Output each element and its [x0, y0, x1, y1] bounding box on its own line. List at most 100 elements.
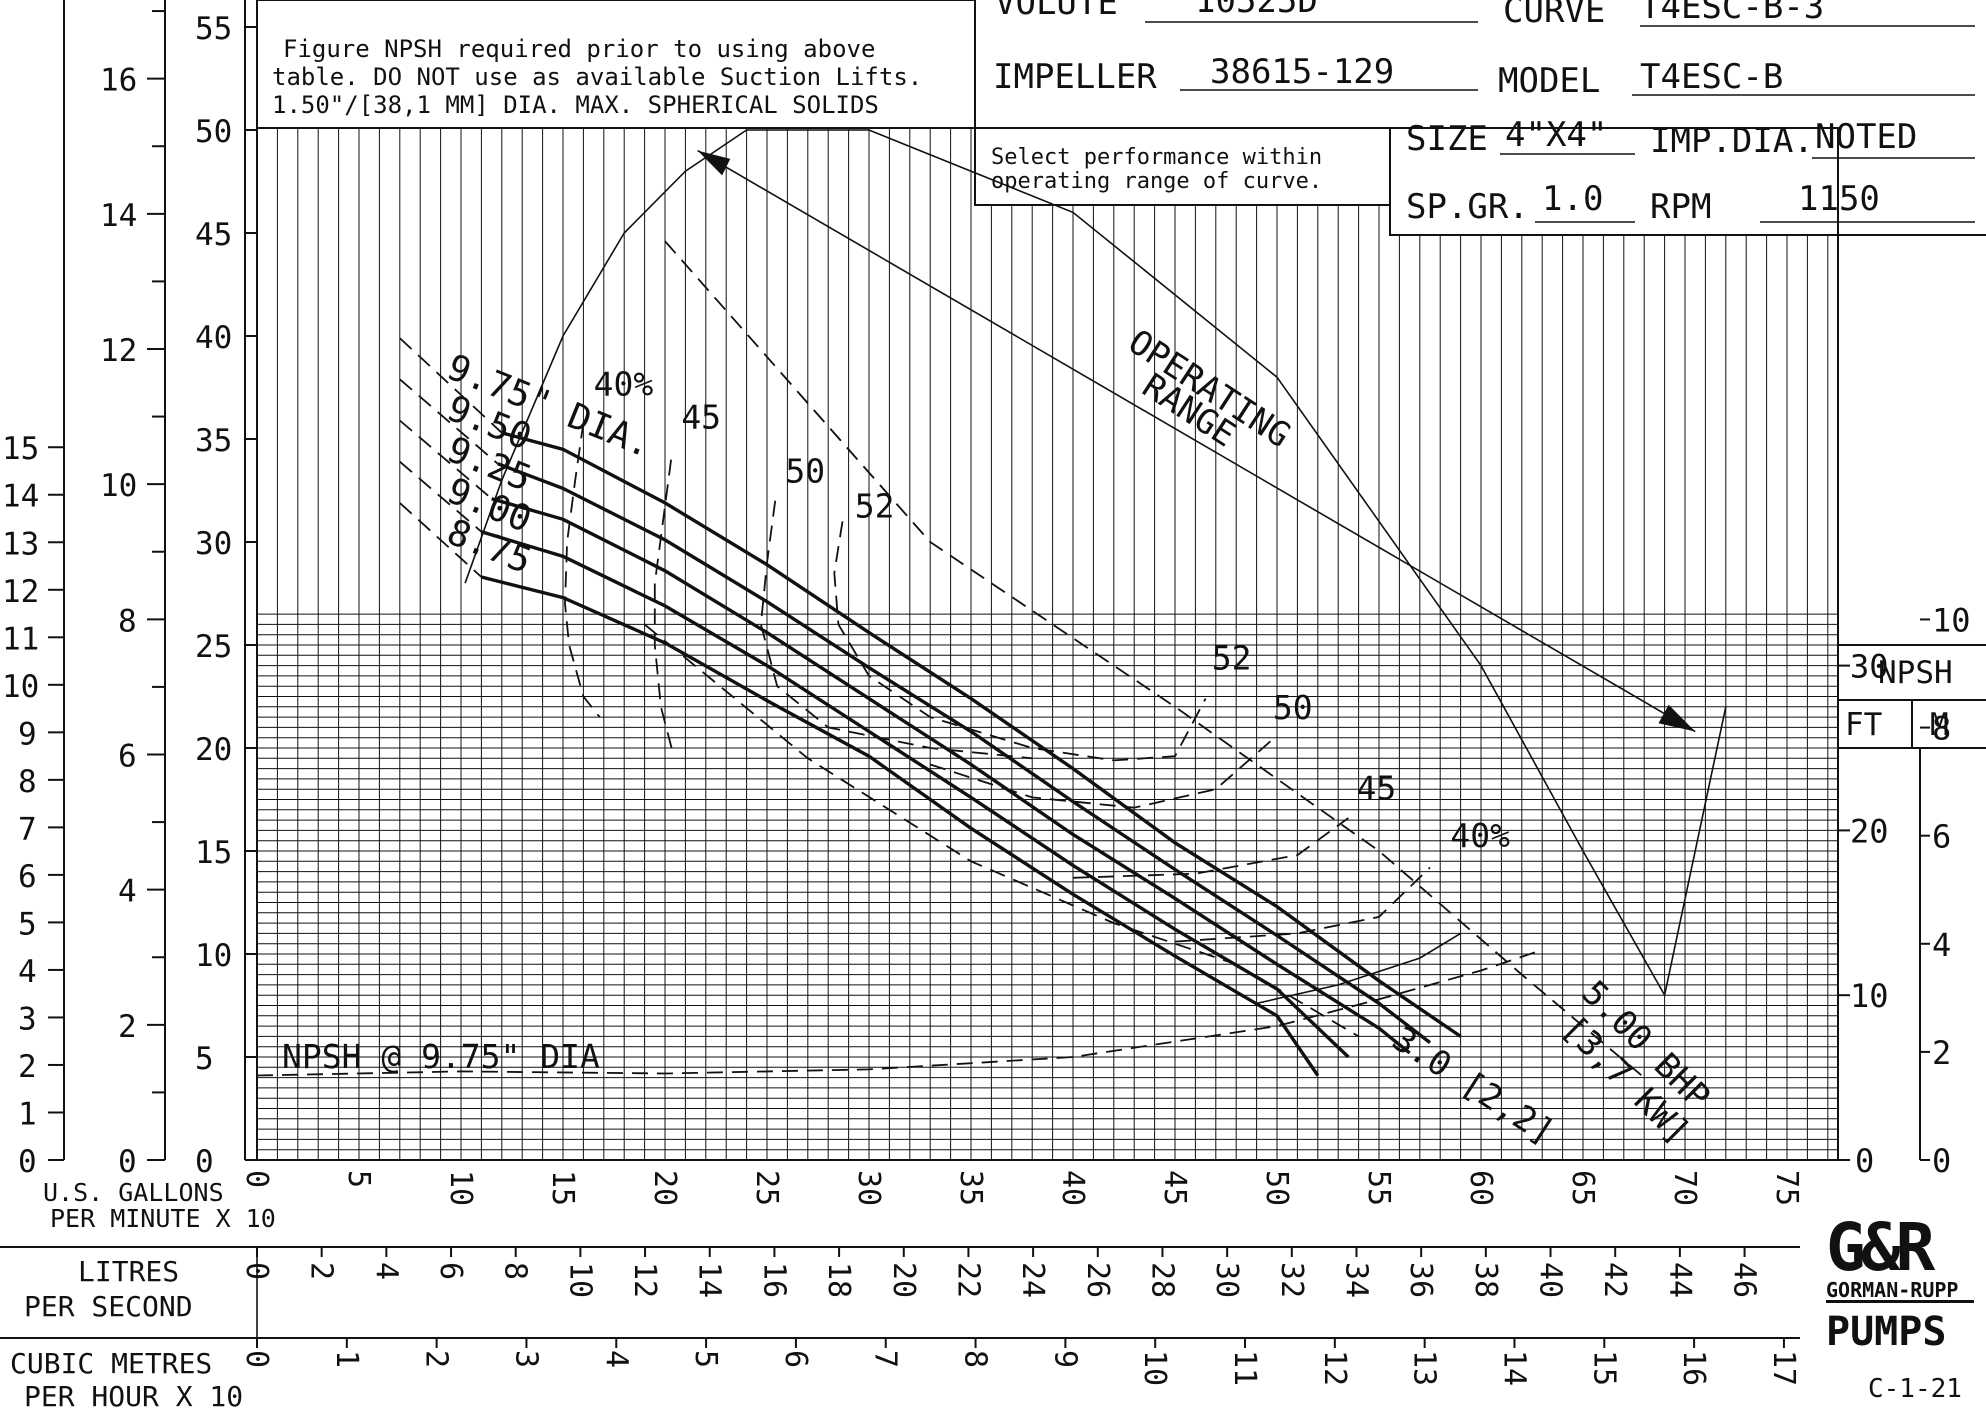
lps-tick-label: 8 [498, 1262, 533, 1280]
curve-value: T4ESC-B-3 [1640, 0, 1824, 27]
m3h-tick-label: 12 [1317, 1350, 1352, 1386]
psi-tick-label: 7 [18, 811, 37, 847]
curve-label: CURVE [1503, 0, 1605, 31]
lps-tick-label: 16 [756, 1262, 791, 1298]
npsh-m-tick-label: 0 [1932, 1142, 1951, 1180]
ft-tick-label: 40 [195, 320, 232, 356]
operating-range-arrow [697, 149, 1696, 733]
select-note-frame [974, 127, 1391, 206]
m-tick-label: 10 [100, 468, 137, 504]
efficiency-curve-7 [1174, 866, 1431, 943]
efficiency-curve-5 [929, 734, 1278, 809]
ft-tick-label: 5 [195, 1041, 214, 1077]
ft-tick-label: 55 [195, 11, 232, 47]
gorman-rupp-logo: G&R GORMAN-RUPP PUMPS [1826, 1209, 1974, 1355]
gpm-tick-label: 5 [341, 1170, 376, 1188]
impdia-label: IMP.DIA. [1650, 121, 1814, 161]
head-curve-extension-1 [399, 378, 499, 465]
spgr-label: SP.GR. [1406, 187, 1529, 227]
chart-grid [256, 128, 1838, 1161]
gpm-tick-label: 40 [1055, 1170, 1090, 1206]
npsh-ft-tick-label: 0 [1855, 1142, 1874, 1180]
operating-range-arrowhead-start [697, 150, 731, 176]
lps-tick-label: 32 [1274, 1262, 1309, 1298]
psi-tick-label: 1 [18, 1096, 37, 1132]
title-block-frames [0, 0, 1986, 1339]
ft-tick-label: 20 [195, 732, 232, 768]
logo-rule [1826, 1300, 1974, 1303]
logo-bottom: PUMPS [1826, 1309, 1946, 1355]
efficiency-label-3: 52 [855, 486, 895, 525]
gpm-axis-label-1: U.S. GALLONS [43, 1178, 224, 1207]
psi-tick-label: 15 [2, 431, 39, 467]
note-line-3: 1.50"/[38,1 MM] DIA. MAX. SPHERICAL SOLI… [272, 91, 879, 119]
lps-tick-label: 40 [1533, 1262, 1568, 1298]
note-line-2: table. DO NOT use as available Suction L… [272, 63, 922, 91]
m3h-axis-label-2: PER HOUR X 10 [24, 1380, 243, 1413]
efficiency-label-4: 52 [1212, 639, 1252, 678]
npsh-ft-tick-label: 10 [1850, 977, 1889, 1015]
gpm-tick-label: 75 [1769, 1170, 1804, 1206]
ft-tick-label: 0 [195, 1144, 214, 1180]
logo-mid: GORMAN-RUPP [1826, 1278, 1958, 1302]
model-label: MODEL [1498, 61, 1600, 101]
m3h-axis-label-1: CUBIC METRES [10, 1347, 212, 1380]
npsh-box-ft: FT [1845, 707, 1882, 743]
ft-tick-label: 30 [195, 526, 232, 562]
head-curve-4 [480, 575, 1320, 1077]
select-note-line-1: Select performance within [991, 145, 1322, 170]
m3h-tick-label: 10 [1137, 1350, 1172, 1386]
m3h-tick-label: 4 [598, 1350, 633, 1368]
m3h-tick-label: 11 [1227, 1350, 1262, 1386]
bhp-line-1 [644, 623, 1360, 1038]
m-tick-label: 6 [118, 738, 137, 774]
efficiency-label-6: 45 [1357, 769, 1397, 808]
select-note-line-2: operating range of curve. [991, 169, 1322, 194]
m3h-tick-label: 13 [1407, 1350, 1442, 1386]
gpm-tick-label: 30 [851, 1170, 886, 1206]
npsh-m-tick-label: 4 [1932, 926, 1951, 964]
efficiency-curve-3 [833, 521, 1207, 762]
m3h-tick-label: 16 [1676, 1350, 1711, 1386]
efficiency-label-0: 40% [594, 365, 654, 404]
gpm-tick-label: 15 [545, 1170, 580, 1206]
m-tick-label: 14 [100, 198, 137, 234]
gpm-tick-label: 10 [443, 1170, 478, 1206]
npsh-box-m: M [1930, 707, 1949, 743]
gpm-tick-label: 65 [1565, 1170, 1600, 1206]
efficiency-label-1: 45 [681, 398, 721, 437]
lps-tick-label: 24 [1015, 1262, 1050, 1298]
gpm-tick-label: 20 [647, 1170, 682, 1206]
head-curve-2 [491, 497, 1411, 1055]
ft-tick-label: 50 [195, 114, 232, 150]
psi-tick-label: 13 [2, 526, 39, 562]
rpm-label: RPM [1650, 187, 1711, 227]
m3h-tick-label: 17 [1766, 1350, 1801, 1386]
logo-top: G&R [1826, 1209, 1935, 1286]
m-tick-label: 4 [118, 874, 137, 910]
npsh-ft-tick-label: 20 [1850, 812, 1889, 850]
bhp-line-0 [664, 240, 1645, 1079]
psi-tick-label: 0 [18, 1144, 37, 1180]
gpm-tick-label: 35 [953, 1170, 988, 1206]
psi-tick-label: 11 [2, 621, 39, 657]
lps-tick-label: 12 [627, 1262, 662, 1298]
ft-tick-label: 45 [195, 217, 232, 253]
head-curve-extension-3 [399, 461, 482, 533]
m3h-tick-label: 9 [1047, 1350, 1082, 1368]
model-value: T4ESC-B [1640, 57, 1783, 97]
m-tick-label: 8 [118, 603, 137, 639]
lps-tick-label: 10 [562, 1262, 597, 1298]
lps-tick-label: 20 [886, 1262, 921, 1298]
efficiency-curve-1 [653, 459, 675, 755]
psi-tick-label: 10 [2, 669, 39, 705]
psi-tick-label: 6 [18, 859, 37, 895]
npsh-m-tick-label: 10 [1932, 601, 1971, 639]
psi-tick-label: 9 [18, 716, 37, 752]
psi-tick-label: 12 [2, 574, 39, 610]
efficiency-label-2: 50 [785, 451, 825, 490]
impeller-value: 38615-129 [1210, 52, 1394, 92]
axis-scales: 0 5 10 15 20 25 30 35 40 45 50 55 60 65 70 750510152025… [2, 0, 1971, 1386]
m3h-tick-label: 8 [958, 1350, 993, 1368]
